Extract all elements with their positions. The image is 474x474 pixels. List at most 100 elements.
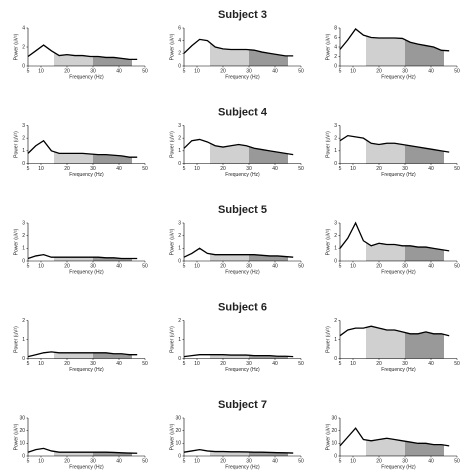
x-tick-label: 20 bbox=[376, 361, 382, 367]
x-tick-label: 20 bbox=[376, 68, 382, 74]
x-tick-label: 30 bbox=[402, 166, 408, 172]
y-tick-label: 0 bbox=[22, 63, 25, 69]
x-axis-label: Frequency (Hz) bbox=[69, 367, 104, 373]
x-tick-label: 50 bbox=[454, 458, 460, 464]
y-axis-label: Power (uV²) bbox=[169, 326, 175, 353]
x-tick-label: 50 bbox=[142, 263, 148, 269]
y-axis-label: Power (uV²) bbox=[13, 326, 19, 353]
x-tick-label: 40 bbox=[272, 458, 278, 464]
y-tick-label: 0 bbox=[178, 356, 181, 362]
y-tick-label: 1 bbox=[22, 148, 25, 154]
y-tick-label: 1 bbox=[22, 337, 25, 343]
x-tick-label: 50 bbox=[298, 166, 304, 172]
y-tick-label: 3 bbox=[178, 220, 181, 226]
x-tick-label: 40 bbox=[116, 68, 122, 74]
x-tick-label: 10 bbox=[194, 166, 200, 172]
x-tick-label: 10 bbox=[350, 166, 356, 172]
y-tick-label: 10 bbox=[175, 441, 181, 447]
x-tick-label: 5 bbox=[339, 263, 342, 269]
y-axis-label: Power (uV²) bbox=[169, 423, 175, 450]
y-tick-label: 0 bbox=[334, 258, 337, 264]
x-axis-label: Frequency (Hz) bbox=[381, 172, 416, 178]
power-line bbox=[27, 44, 138, 60]
y-axis-label: Power (uV²) bbox=[13, 33, 19, 60]
x-tick-label: 5 bbox=[183, 68, 186, 74]
y-tick-label: 3 bbox=[22, 123, 25, 129]
x-tick-label: 10 bbox=[38, 361, 44, 367]
x-tick-label: 10 bbox=[38, 458, 44, 464]
y-tick-label: 20 bbox=[175, 428, 181, 434]
x-axis-label: Frequency (Hz) bbox=[381, 74, 416, 80]
y-tick-label: 8 bbox=[334, 25, 337, 31]
y-tick-label: 0 bbox=[178, 161, 181, 167]
x-tick-label: 10 bbox=[194, 361, 200, 367]
x-tick-label: 30 bbox=[402, 68, 408, 74]
x-tick-label: 30 bbox=[90, 68, 96, 74]
x-tick-label: 50 bbox=[142, 166, 148, 172]
x-tick-label: 40 bbox=[428, 68, 434, 74]
x-tick-label: 30 bbox=[90, 361, 96, 367]
y-tick-label: 2 bbox=[334, 318, 337, 324]
y-tick-label: 3 bbox=[334, 123, 337, 129]
x-tick-label: 5 bbox=[339, 361, 342, 367]
y-tick-label: 1 bbox=[178, 148, 181, 154]
power-line bbox=[339, 427, 450, 447]
power-line bbox=[27, 351, 138, 358]
y-axis-label: Power (uV²) bbox=[325, 228, 331, 255]
x-tick-label: 10 bbox=[350, 68, 356, 74]
x-tick-label: 50 bbox=[142, 68, 148, 74]
power-line bbox=[183, 247, 294, 258]
y-tick-label: 2 bbox=[22, 233, 25, 239]
power-line bbox=[183, 138, 294, 156]
x-tick-label: 20 bbox=[376, 263, 382, 269]
y-axis-label: Power (uV²) bbox=[13, 228, 19, 255]
x-tick-label: 5 bbox=[339, 166, 342, 172]
x-axis-label: Frequency (Hz) bbox=[225, 464, 260, 470]
y-axis-label: Power (uV²) bbox=[169, 131, 175, 158]
x-tick-label: 5 bbox=[339, 68, 342, 74]
y-tick-label: 2 bbox=[334, 135, 337, 141]
y-tick-label: 2 bbox=[178, 135, 181, 141]
y-tick-label: 1 bbox=[334, 246, 337, 252]
y-tick-label: 0 bbox=[22, 356, 25, 362]
x-tick-label: 10 bbox=[350, 458, 356, 464]
x-tick-label: 30 bbox=[402, 458, 408, 464]
x-axis-label: Frequency (Hz) bbox=[225, 172, 260, 178]
y-tick-label: 3 bbox=[334, 220, 337, 226]
x-tick-label: 5 bbox=[183, 263, 186, 269]
power-line bbox=[183, 38, 294, 57]
x-tick-label: 30 bbox=[90, 263, 96, 269]
x-tick-label: 40 bbox=[272, 68, 278, 74]
y-tick-label: 2 bbox=[22, 44, 25, 50]
x-tick-label: 30 bbox=[246, 68, 252, 74]
x-tick-label: 50 bbox=[142, 361, 148, 367]
x-tick-label: 40 bbox=[272, 263, 278, 269]
x-tick-label: 5 bbox=[183, 458, 186, 464]
x-tick-label: 40 bbox=[116, 458, 122, 464]
y-tick-label: 0 bbox=[334, 453, 337, 459]
x-tick-label: 40 bbox=[428, 458, 434, 464]
y-tick-label: 1 bbox=[334, 337, 337, 343]
x-tick-label: 50 bbox=[142, 458, 148, 464]
x-tick-label: 5 bbox=[339, 458, 342, 464]
x-tick-label: 20 bbox=[220, 166, 226, 172]
y-tick-label: 30 bbox=[331, 415, 337, 421]
y-tick-label: 1 bbox=[178, 337, 181, 343]
power-line bbox=[339, 134, 450, 153]
y-tick-label: 0 bbox=[178, 453, 181, 459]
y-axis-label: Power (uV²) bbox=[169, 228, 175, 255]
y-tick-label: 0 bbox=[22, 161, 25, 167]
x-tick-label: 30 bbox=[90, 458, 96, 464]
x-tick-label: 40 bbox=[116, 166, 122, 172]
x-axis-label: Frequency (Hz) bbox=[69, 464, 104, 470]
x-tick-label: 20 bbox=[64, 263, 70, 269]
y-tick-label: 2 bbox=[178, 233, 181, 239]
x-tick-label: 5 bbox=[183, 361, 186, 367]
y-tick-label: 30 bbox=[175, 415, 181, 421]
x-tick-label: 30 bbox=[246, 166, 252, 172]
y-tick-label: 2 bbox=[334, 233, 337, 239]
y-tick-label: 2 bbox=[22, 318, 25, 324]
x-tick-label: 50 bbox=[454, 361, 460, 367]
x-tick-label: 5 bbox=[27, 68, 30, 74]
x-axis-label: Frequency (Hz) bbox=[225, 269, 260, 275]
